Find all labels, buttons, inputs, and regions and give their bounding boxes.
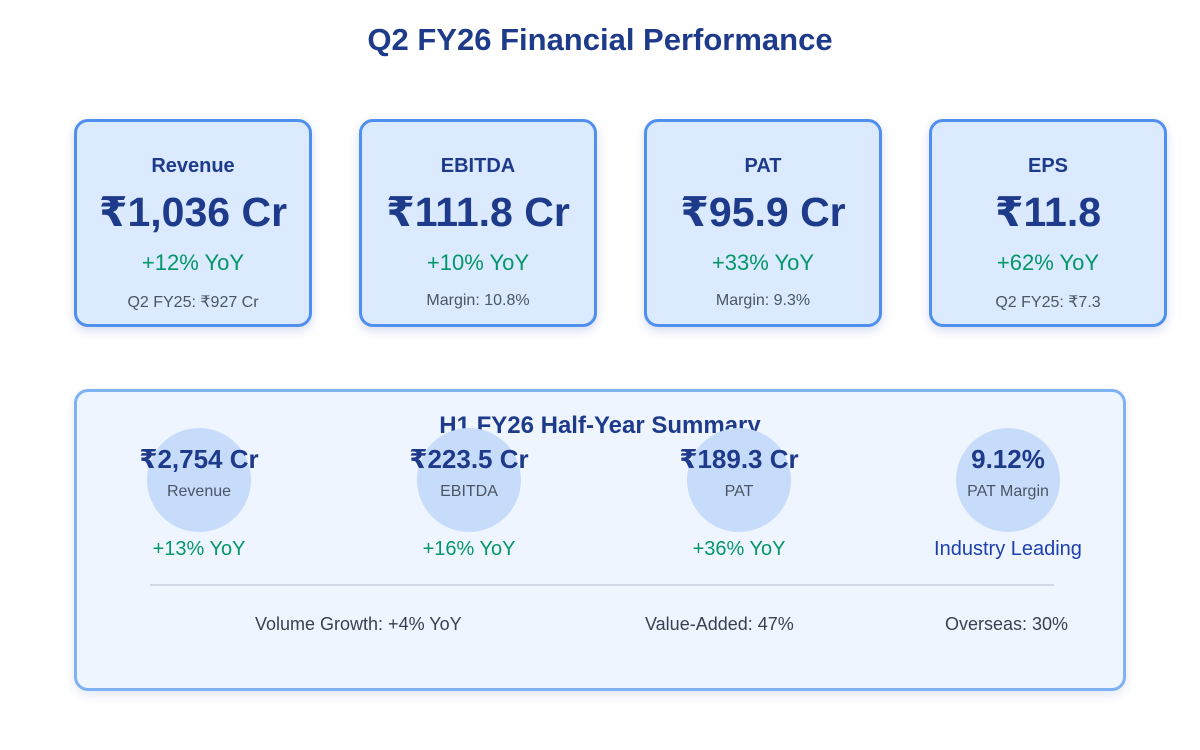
card-value: ₹11.8 — [994, 189, 1102, 235]
metric-note: Industry Leading — [934, 538, 1082, 560]
card-growth: +33% YoY — [711, 250, 815, 275]
page-title: Q2 FY26 Financial Performance — [367, 22, 833, 57]
metric-value: 9.12% — [971, 444, 1045, 474]
card-value: ₹111.8 Cr — [386, 189, 570, 235]
summary-metric-ebitda: ₹223.5 Cr EBITDA +16% YoY — [349, 392, 589, 592]
metric-circle — [956, 428, 1060, 532]
card-pat: PAT ₹95.9 Cr +33% YoY Margin: 9.3% — [644, 119, 882, 327]
card-ebitda: EBITDA ₹111.8 Cr +10% YoY Margin: 10.8% — [359, 119, 597, 327]
metric-label: EBITDA — [440, 483, 498, 500]
card-note: Margin: 9.3% — [715, 292, 811, 309]
card-growth: +62% YoY — [996, 250, 1100, 275]
card-value: ₹1,036 Cr — [98, 189, 288, 235]
card-label: Revenue — [151, 155, 235, 177]
card-growth: +10% YoY — [426, 250, 530, 275]
card-growth: +12% YoY — [141, 250, 245, 275]
card-label: EPS — [1027, 155, 1069, 177]
metric-label: Revenue — [166, 483, 232, 500]
card-revenue: Revenue ₹1,036 Cr +12% YoY Q2 FY25: ₹927… — [74, 119, 312, 327]
card-value: ₹95.9 Cr — [680, 189, 846, 235]
metric-label: PAT — [724, 483, 754, 500]
metric-value: ₹2,754 Cr — [139, 444, 259, 474]
metric-growth: +16% YoY — [422, 538, 516, 560]
metric-growth: +13% YoY — [152, 538, 246, 560]
card-note: Q2 FY25: ₹927 Cr — [127, 294, 259, 311]
footer-overseas: Overseas: 30% — [945, 614, 1069, 634]
card-eps: EPS ₹11.8 +62% YoY Q2 FY25: ₹7.3 — [929, 119, 1167, 327]
metric-circle — [687, 428, 791, 532]
metric-label: PAT Margin — [967, 483, 1049, 500]
card-label: PAT — [744, 155, 782, 177]
metric-growth: +36% YoY — [692, 538, 786, 560]
metric-value: ₹189.3 Cr — [679, 444, 799, 474]
summary-divider — [150, 584, 1054, 586]
card-label: EBITDA — [440, 155, 516, 177]
summary-metric-revenue: ₹2,754 Cr Revenue +13% YoY — [79, 392, 319, 592]
summary-metric-pat-margin: 9.12% PAT Margin Industry Leading — [888, 392, 1128, 592]
metric-value: ₹223.5 Cr — [409, 444, 529, 474]
footer-volume-growth: Volume Growth: +4% YoY — [255, 614, 462, 634]
half-year-summary-panel: H1 FY26 Half-Year Summary ₹2,754 Cr Reve… — [74, 389, 1126, 691]
card-note: Q2 FY25: ₹7.3 — [995, 294, 1101, 311]
summary-metric-pat: ₹189.3 Cr PAT +36% YoY — [619, 392, 859, 592]
metric-circle — [147, 428, 251, 532]
metric-circle — [417, 428, 521, 532]
footer-value-added: Value-Added: 47% — [645, 614, 794, 634]
card-note: Margin: 10.8% — [426, 292, 530, 309]
